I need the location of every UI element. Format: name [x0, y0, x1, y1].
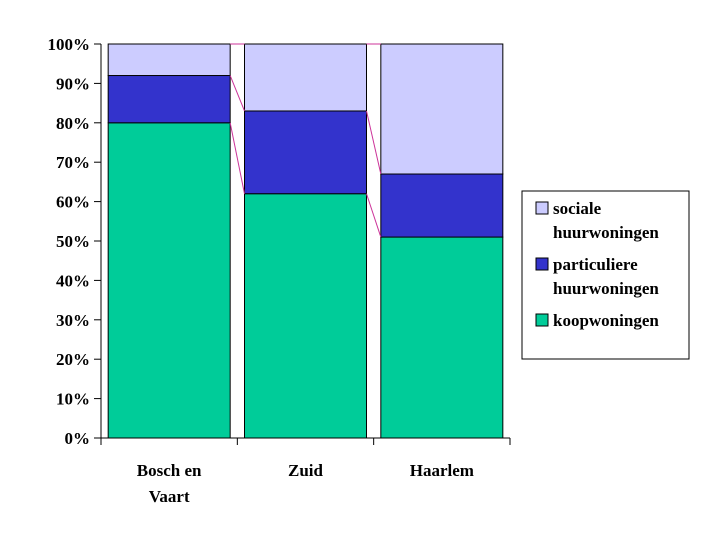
series-line-0-0: [229, 122, 245, 194]
y-tick-label: 80%: [56, 114, 90, 133]
x-tick-label: Bosch en Vaart: [137, 461, 202, 506]
bar-segment-particuliere-huurwoningen-2: [380, 173, 504, 238]
y-tick-label: 10%: [56, 390, 90, 409]
legend-label: particuliere huurwoningen: [553, 255, 659, 298]
y-tick-label: 50%: [56, 232, 90, 251]
legend-swatch: [535, 313, 549, 327]
x-tick-label: Haarlem: [410, 461, 474, 480]
y-tick-label: 90%: [56, 74, 90, 93]
legend-swatch: [535, 201, 549, 215]
bar-segment-particuliere-huurwoningen-0: [107, 75, 231, 124]
plot-area: 0% 10% 20% 30% 40% 50% 60% 70% 80% 90% 100% Bosch e…: [48, 35, 511, 506]
y-tick-label: 20%: [56, 350, 90, 369]
bar-segment-koopwoningen-2: [380, 236, 504, 439]
x-tick-label: Zuid: [288, 461, 324, 480]
bar-segment-particuliere-huurwoningen-1: [244, 110, 367, 195]
y-tick-label: 70%: [56, 153, 90, 172]
legend: sociale huurwoningen particuliere huurwonin…: [521, 190, 690, 360]
bar-segment-sociale-huurwoningen-2: [380, 43, 504, 175]
y-tick-label: 40%: [56, 271, 90, 290]
series-line-1-1: [366, 110, 382, 175]
series-line-0-1: [366, 193, 382, 238]
bar-segment-koopwoningen-1: [244, 193, 367, 439]
legend-label: sociale huurwoningen: [553, 199, 659, 242]
y-tick-label: 30%: [56, 311, 90, 330]
bar-segment-koopwoningen-0: [107, 122, 231, 439]
bar-segment-sociale-huurwoningen-0: [107, 43, 231, 77]
legend-box: [521, 190, 690, 360]
legend-swatch: [535, 257, 549, 271]
legend-label: koopwoningen: [553, 311, 659, 330]
bar-segment-sociale-huurwoningen-1: [244, 43, 367, 112]
y-tick-label: 60%: [56, 193, 90, 212]
y-tick-label: 0%: [65, 429, 91, 448]
series-line-1-0: [229, 75, 245, 112]
y-tick-label: 100%: [48, 35, 91, 54]
